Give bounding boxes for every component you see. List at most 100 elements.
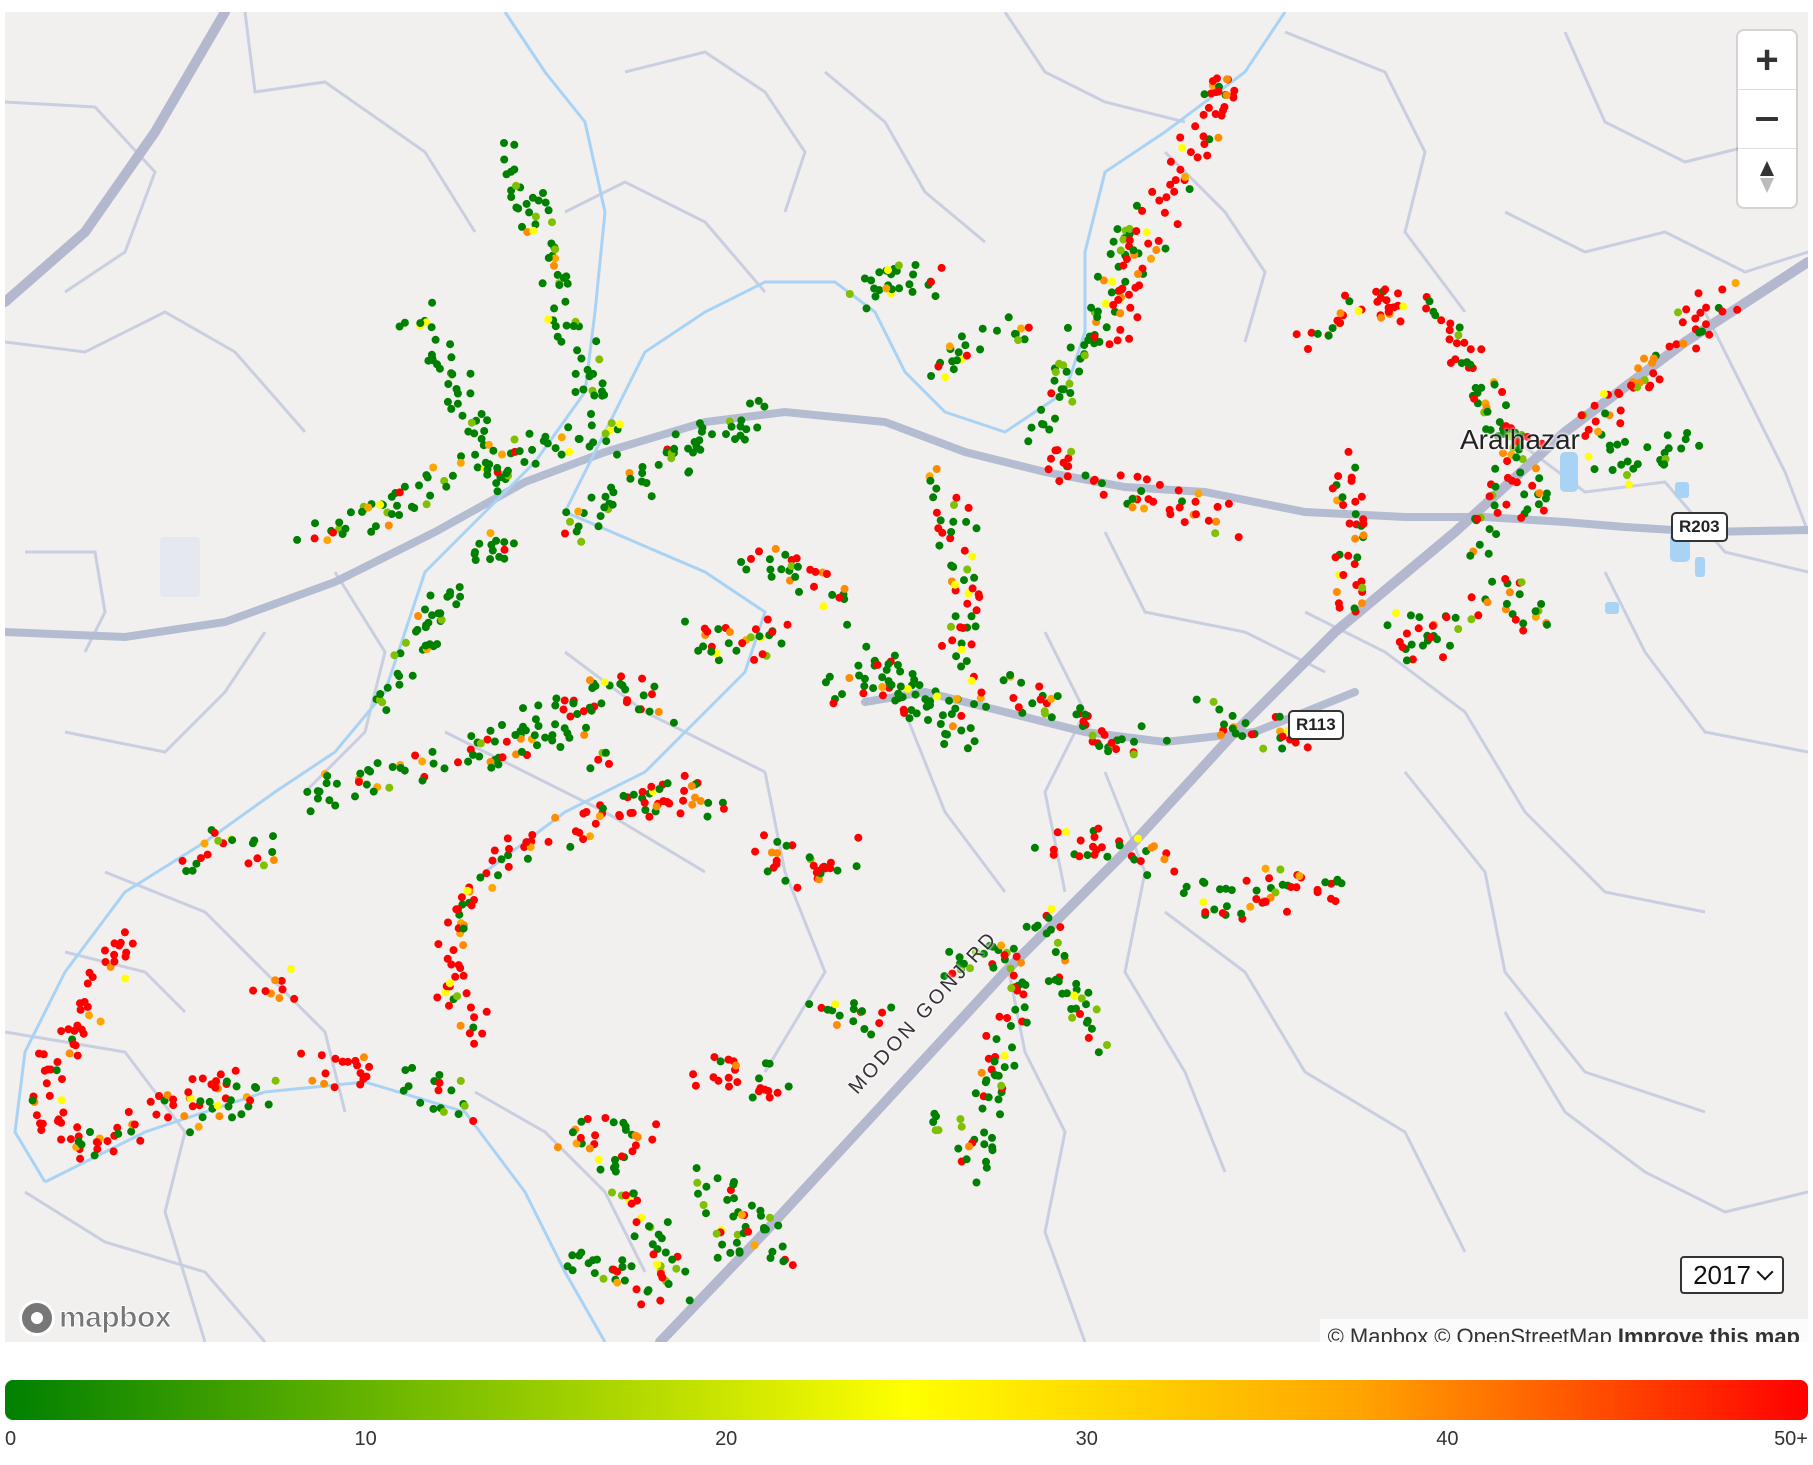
data-point [395, 488, 404, 497]
data-point [1313, 329, 1322, 338]
data-point [330, 1083, 339, 1092]
data-point [922, 702, 931, 711]
data-point [681, 617, 689, 626]
data-point [464, 757, 473, 766]
data-point [1070, 991, 1079, 1000]
data-point [269, 832, 277, 841]
compass-button[interactable] [1738, 149, 1796, 207]
data-point [433, 993, 442, 1002]
data-point [788, 1261, 797, 1270]
data-point [1051, 446, 1060, 455]
data-point [495, 552, 504, 561]
data-point [600, 678, 609, 687]
data-point [290, 994, 299, 1003]
data-point [993, 326, 1001, 335]
data-point [639, 691, 648, 700]
data-point [737, 1210, 746, 1219]
data-point [408, 1063, 417, 1072]
data-point [541, 733, 550, 742]
improve-map-link[interactable]: Improve this map [1617, 1323, 1800, 1343]
data-point [638, 469, 647, 478]
year-select[interactable]: 2017 [1680, 1256, 1784, 1294]
data-point [931, 292, 940, 301]
data-point [1018, 978, 1027, 987]
data-point [774, 1221, 783, 1230]
data-point [1115, 841, 1124, 850]
data-point [641, 806, 650, 814]
zoom-in-button[interactable]: + [1738, 31, 1796, 90]
data-point [1372, 287, 1381, 296]
data-point [980, 1140, 989, 1149]
data-point [1090, 332, 1099, 341]
data-point [152, 1110, 161, 1119]
map-canvas[interactable]: Araihazar R203 R113 MODON GONJ RD + mapb… [5, 12, 1808, 1342]
data-point [1144, 495, 1153, 504]
data-point [473, 463, 482, 472]
data-point [1224, 499, 1233, 508]
attribution-mapbox-link[interactable]: © Mapbox [1327, 1323, 1429, 1343]
data-point [1336, 319, 1345, 327]
data-point [908, 670, 917, 678]
data-point [1241, 719, 1250, 728]
data-point [544, 837, 553, 846]
data-point [1222, 91, 1231, 100]
data-point [638, 463, 647, 471]
data-point [568, 1128, 577, 1137]
data-point [470, 1013, 479, 1022]
data-point [597, 699, 606, 708]
data-point [952, 493, 961, 502]
data-point [760, 831, 768, 840]
data-point [654, 1230, 663, 1239]
data-point [938, 711, 947, 720]
data-point [1581, 431, 1590, 440]
data-point [927, 372, 936, 380]
data-point [331, 801, 340, 810]
data-point [1047, 454, 1055, 463]
data-point [947, 528, 956, 536]
data-point [497, 855, 506, 864]
data-point [557, 433, 566, 442]
data-point [441, 988, 450, 997]
data-point [478, 1029, 487, 1038]
data-point [1047, 694, 1056, 703]
data-point [70, 1026, 79, 1035]
data-point [115, 941, 124, 950]
data-point [475, 539, 484, 548]
data-point [1208, 77, 1217, 86]
data-point [400, 482, 409, 491]
data-point [1640, 354, 1648, 363]
data-point [128, 939, 137, 948]
data-point [638, 787, 647, 796]
data-point [887, 681, 896, 689]
data-point [383, 683, 392, 692]
mapbox-logo[interactable]: mapbox [19, 1295, 172, 1341]
data-point [1518, 455, 1527, 464]
data-point [1498, 388, 1507, 396]
data-point [358, 507, 366, 516]
data-point [1022, 1018, 1031, 1027]
data-point [1214, 133, 1223, 142]
data-point [528, 445, 537, 454]
data-point [528, 831, 537, 839]
data-point [494, 760, 503, 769]
data-point [1702, 320, 1710, 329]
data-point [458, 411, 467, 420]
data-point [92, 1138, 101, 1147]
data-point [481, 458, 490, 467]
data-point [1621, 437, 1629, 446]
data-point [476, 873, 485, 882]
data-point [654, 460, 663, 469]
attribution-osm-link[interactable]: © OpenStreetMap [1434, 1323, 1612, 1343]
data-point [825, 672, 834, 681]
data-point [429, 759, 438, 768]
zoom-out-button[interactable] [1738, 90, 1796, 149]
data-point [37, 1126, 46, 1135]
data-point [932, 465, 941, 473]
data-point [1220, 103, 1229, 111]
data-point [667, 454, 676, 463]
data-point [718, 798, 727, 807]
data-point [1702, 303, 1711, 312]
year-select-value: 2017 [1693, 1259, 1751, 1290]
data-point [224, 1102, 233, 1111]
data-point [192, 859, 201, 868]
